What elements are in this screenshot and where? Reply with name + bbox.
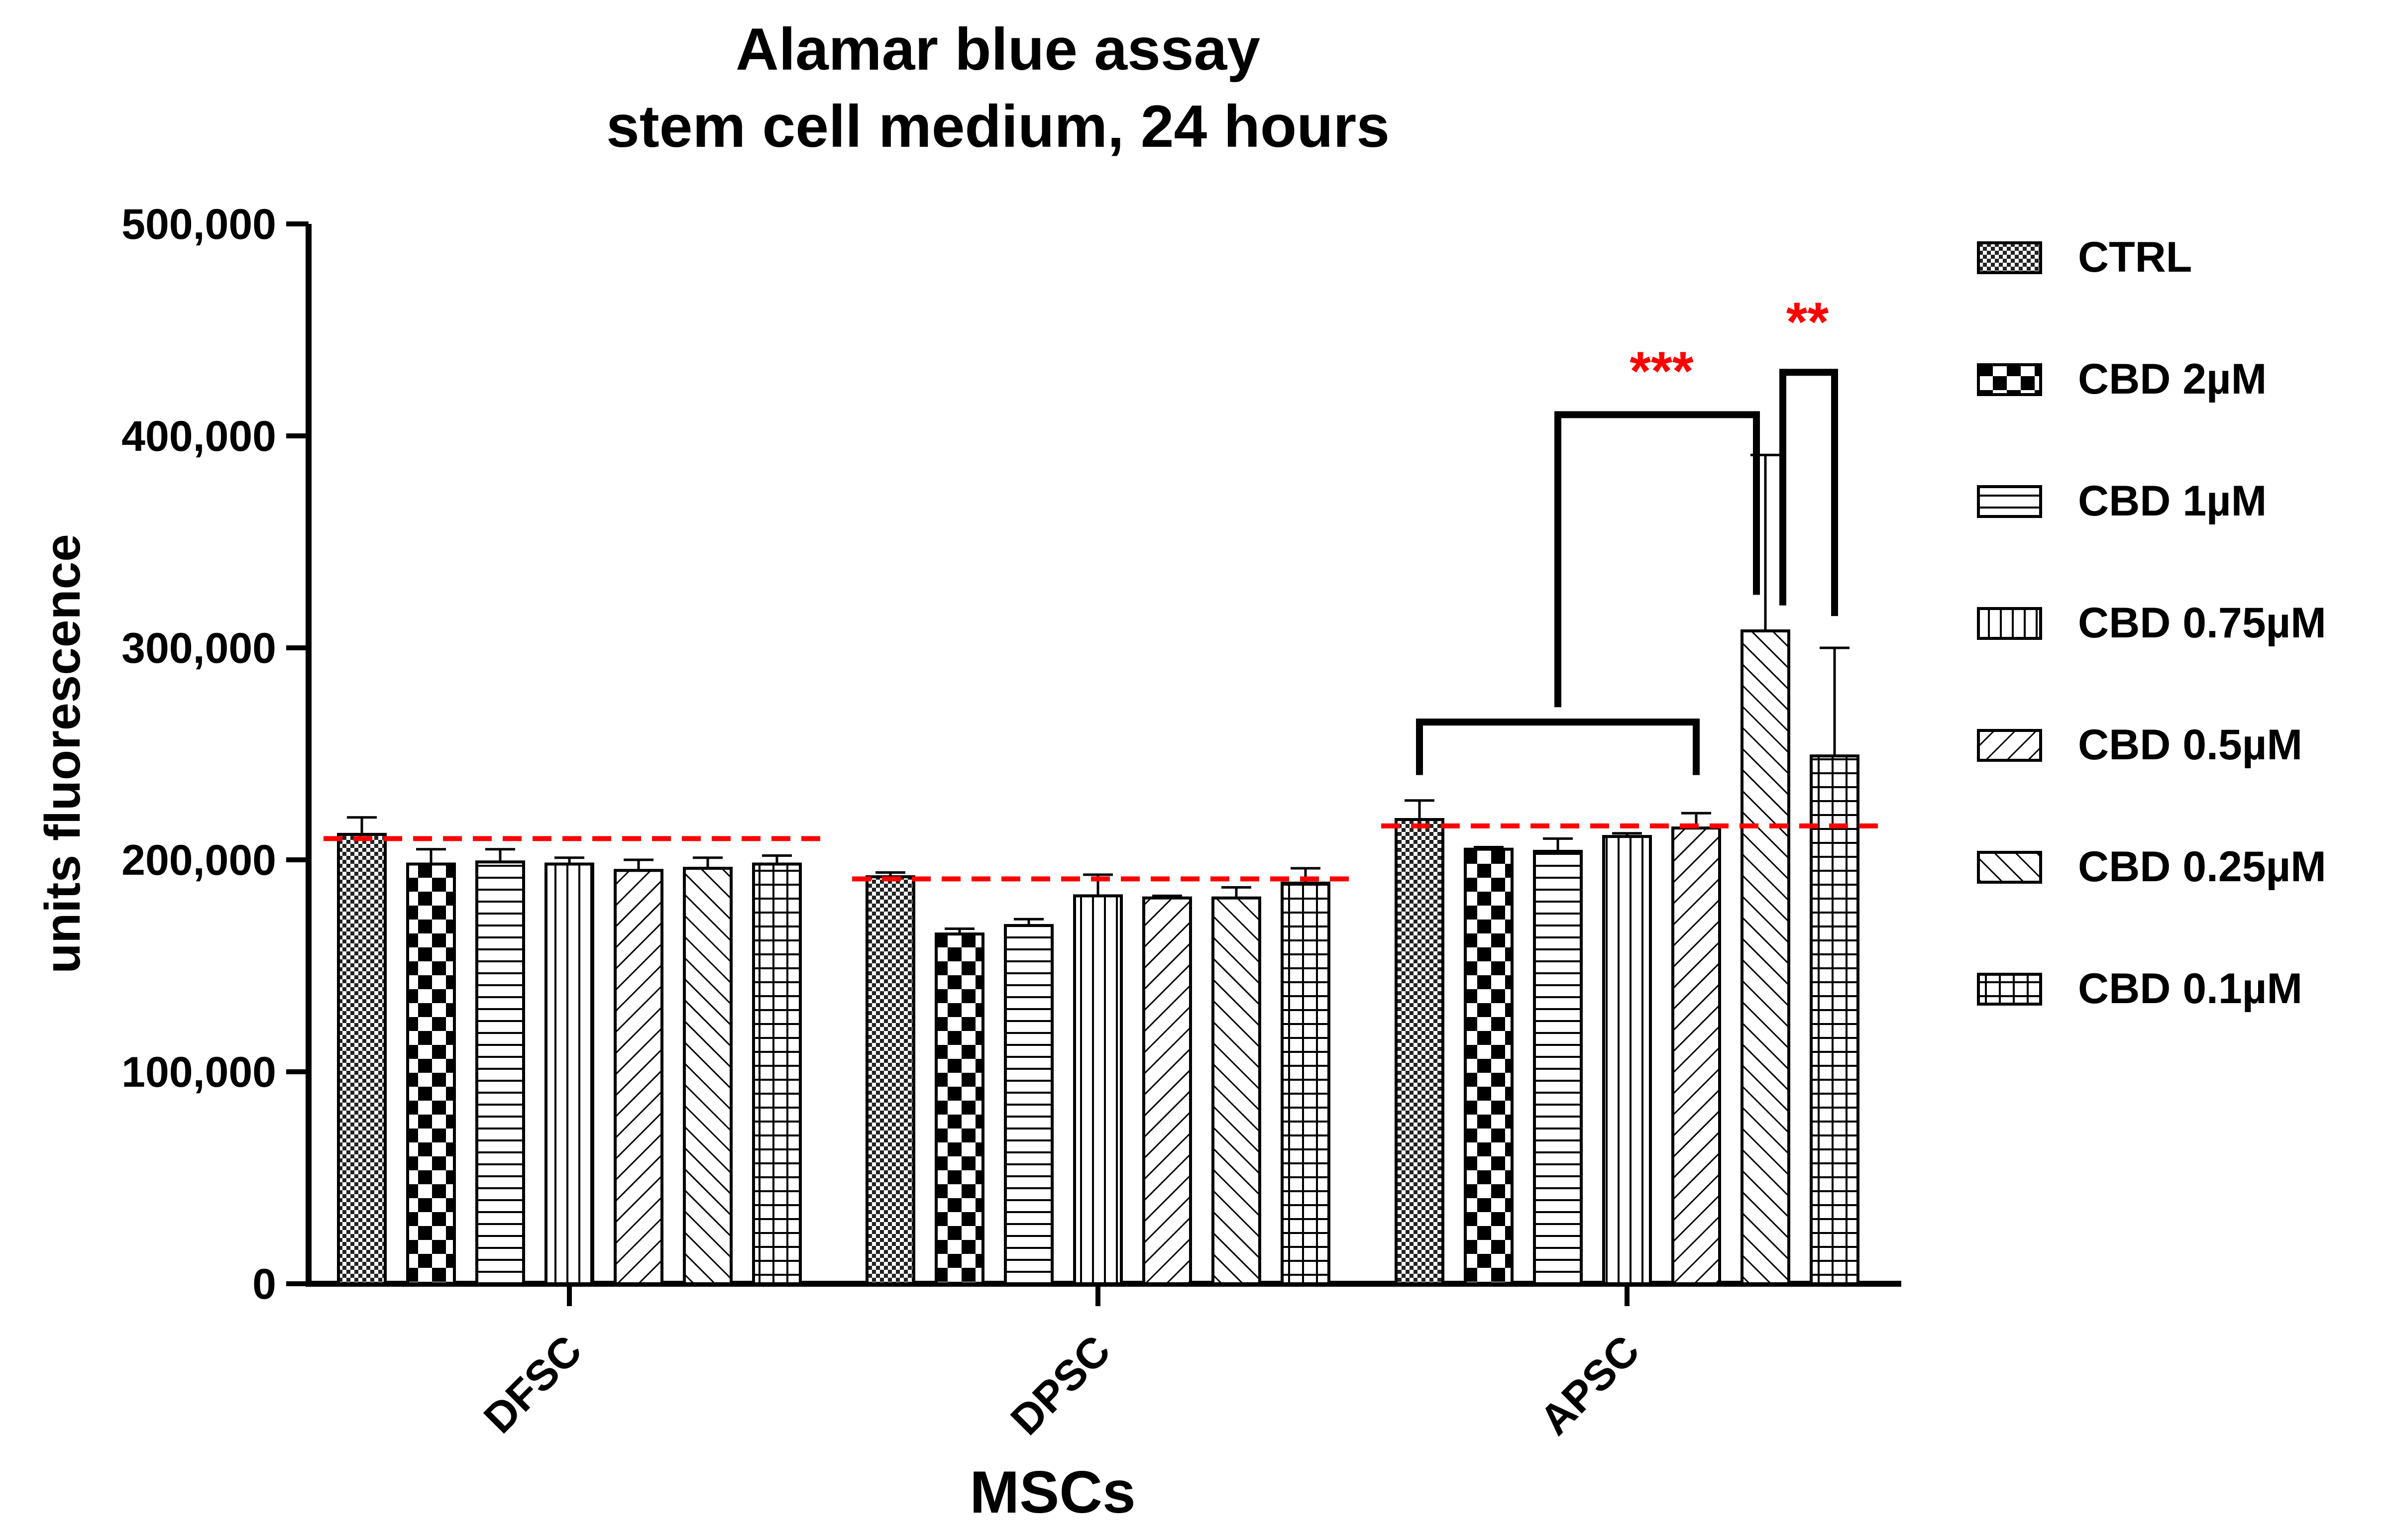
x-tick-label: DFSC	[475, 1327, 591, 1442]
bar-dpsc-series-3	[1073, 894, 1123, 1286]
bar-dfsc-series-0	[337, 832, 387, 1285]
bar-dpsc-series-0	[866, 875, 915, 1285]
y-axis-label: units fluorescence	[35, 534, 91, 974]
legend-label-1: CBD 2µM	[2078, 355, 2267, 403]
bar-dpsc-series-4	[1142, 896, 1192, 1286]
bar-dfsc-series-3	[544, 862, 594, 1285]
legend-label-4: CBD 0.5µM	[2078, 721, 2302, 769]
bar-dfsc-series-6	[752, 862, 802, 1285]
bars	[337, 629, 1859, 1286]
legend-label-2: CBD 1µM	[2078, 477, 2267, 525]
y-tick-label: 400,000	[121, 412, 276, 460]
legend-swatch-3	[1977, 607, 2042, 640]
significance-bracket-triple	[1554, 411, 1760, 708]
y-tick-label: 300,000	[121, 624, 276, 672]
significance-bracket-double	[1779, 369, 1838, 616]
chart-title: Alamar blue assay	[736, 16, 1260, 83]
x-axis-label: MSCs	[970, 1459, 1135, 1526]
bar-dfsc-series-2	[475, 860, 525, 1285]
legend-label-0: CTRL	[2078, 233, 2192, 281]
bar-apsc-series-0	[1395, 818, 1444, 1286]
significance-brackets: *****	[1416, 291, 1838, 775]
reference-lines	[324, 823, 1888, 882]
error-bars	[347, 453, 1850, 934]
y-tick-label: 100,000	[121, 1048, 276, 1096]
bar-dpsc-series-1	[935, 932, 984, 1285]
bar-apsc-series-1	[1464, 847, 1514, 1285]
bar-dpsc-series-6	[1281, 881, 1330, 1285]
chart-subtitle: stem cell medium, 24 hours	[606, 93, 1390, 160]
x-tick-label: DPSC	[1002, 1327, 1120, 1444]
bar-apsc-series-5	[1741, 629, 1790, 1285]
bar-dpsc-series-5	[1211, 896, 1261, 1286]
legend-swatch-4	[1977, 729, 2042, 762]
legend-swatch-2	[1977, 485, 2042, 518]
bar-dfsc-series-1	[406, 862, 456, 1285]
legend-label-5: CBD 0.25µM	[2078, 843, 2326, 891]
legend-swatch-5	[1977, 851, 2042, 884]
bar-dfsc-series-5	[683, 867, 733, 1286]
bar-apsc-series-3	[1602, 835, 1652, 1285]
legend-swatch-0	[1977, 241, 2042, 274]
legend: CTRL CBD 2µM CBD 1µM CBD 0.75µM CBD 0.5µM CBD…	[1977, 233, 2326, 1013]
significance-label: **	[1786, 291, 1829, 352]
bar-apsc-series-4	[1671, 826, 1721, 1285]
significance-label: ***	[1630, 340, 1694, 402]
legend-label-3: CBD 0.75µM	[2078, 599, 2326, 647]
x-tick-label: APSC	[1531, 1327, 1649, 1444]
significance-bracket-low	[1416, 719, 1700, 775]
legend-label-6: CBD 0.1µM	[2078, 965, 2302, 1013]
y-tick-label: 0	[252, 1260, 276, 1308]
bar-dfsc-series-4	[614, 869, 663, 1286]
legend-swatch-1	[1977, 363, 2042, 396]
bar-apsc-series-6	[1810, 754, 1859, 1285]
y-tick-label: 200,000	[121, 836, 276, 884]
bar-apsc-series-2	[1533, 849, 1583, 1285]
bar-dpsc-series-2	[1004, 924, 1054, 1286]
legend-swatch-6	[1977, 973, 2042, 1006]
y-tick-label: 500,000	[121, 201, 276, 248]
